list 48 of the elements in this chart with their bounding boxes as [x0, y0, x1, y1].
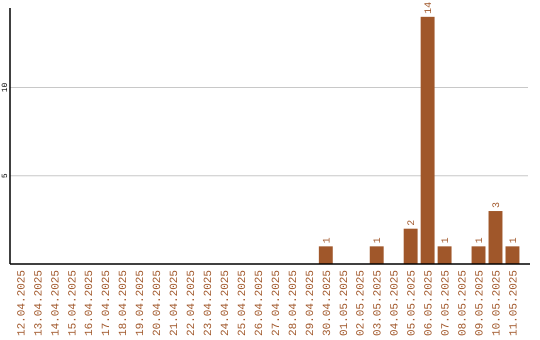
x-tick-label: 17.04.2025 [101, 270, 114, 336]
x-tick-label: 07.05.2025 [440, 270, 453, 336]
data-label: 1 [475, 237, 486, 244]
data-label: 1 [441, 237, 452, 244]
bar [420, 16, 435, 264]
x-tick-label: 08.05.2025 [458, 270, 470, 336]
x-tick-label: 09.05.2025 [474, 270, 487, 336]
x-tick-label: 06.05.2025 [424, 270, 436, 336]
x-tick-label: 24.04.2025 [220, 270, 232, 336]
x-tick-label: 12.04.2025 [16, 270, 28, 336]
bar [438, 246, 452, 264]
x-tick-label: 29.04.2025 [304, 270, 317, 336]
bar [488, 211, 502, 264]
x-tick-label: 25.04.2025 [236, 270, 249, 336]
bar [370, 246, 384, 264]
x-tick-label: 10.05.2025 [492, 270, 504, 336]
data-label: 2 [407, 220, 418, 226]
data-label: 1 [373, 237, 384, 244]
x-tick-label: 28.04.2025 [288, 270, 300, 336]
x-tick-label: 01.05.2025 [338, 270, 351, 336]
x-tick-label: 04.05.2025 [390, 270, 402, 336]
data-label: 1 [508, 237, 520, 244]
x-tick-label: 18.04.2025 [118, 270, 130, 336]
x-tick-label: 05.05.2025 [406, 270, 419, 336]
bar [404, 228, 418, 264]
bar [318, 246, 333, 264]
x-tick-label: 19.04.2025 [135, 270, 148, 336]
y-tick-label: 10 [1, 82, 10, 92]
x-tick-label: 02.05.2025 [356, 270, 368, 336]
data-label: 1 [322, 237, 334, 244]
x-tick-label: 23.04.2025 [203, 270, 216, 336]
x-tick-label: 16.04.2025 [84, 270, 96, 336]
x-tick-label: 20.04.2025 [152, 270, 164, 336]
data-label: 14 [424, 2, 436, 14]
x-tick-label: 03.05.2025 [372, 270, 385, 336]
x-tick-label: 11.05.2025 [508, 270, 520, 336]
x-tick-label: 15.04.2025 [67, 270, 80, 336]
data-label: 3 [492, 202, 503, 208]
y-tick-label: 5 [1, 173, 10, 178]
x-tick-label: 13.04.2025 [33, 270, 46, 336]
x-tick-label: 30.04.2025 [322, 270, 334, 336]
bar [472, 246, 486, 264]
bar [506, 246, 520, 264]
x-tick-label: 26.04.2025 [254, 270, 266, 336]
x-tick-label: 27.04.2025 [270, 270, 283, 336]
x-tick-label: 22.04.2025 [186, 270, 198, 336]
x-tick-label: 21.04.2025 [169, 270, 182, 336]
x-tick-label: 14.04.2025 [50, 270, 62, 336]
